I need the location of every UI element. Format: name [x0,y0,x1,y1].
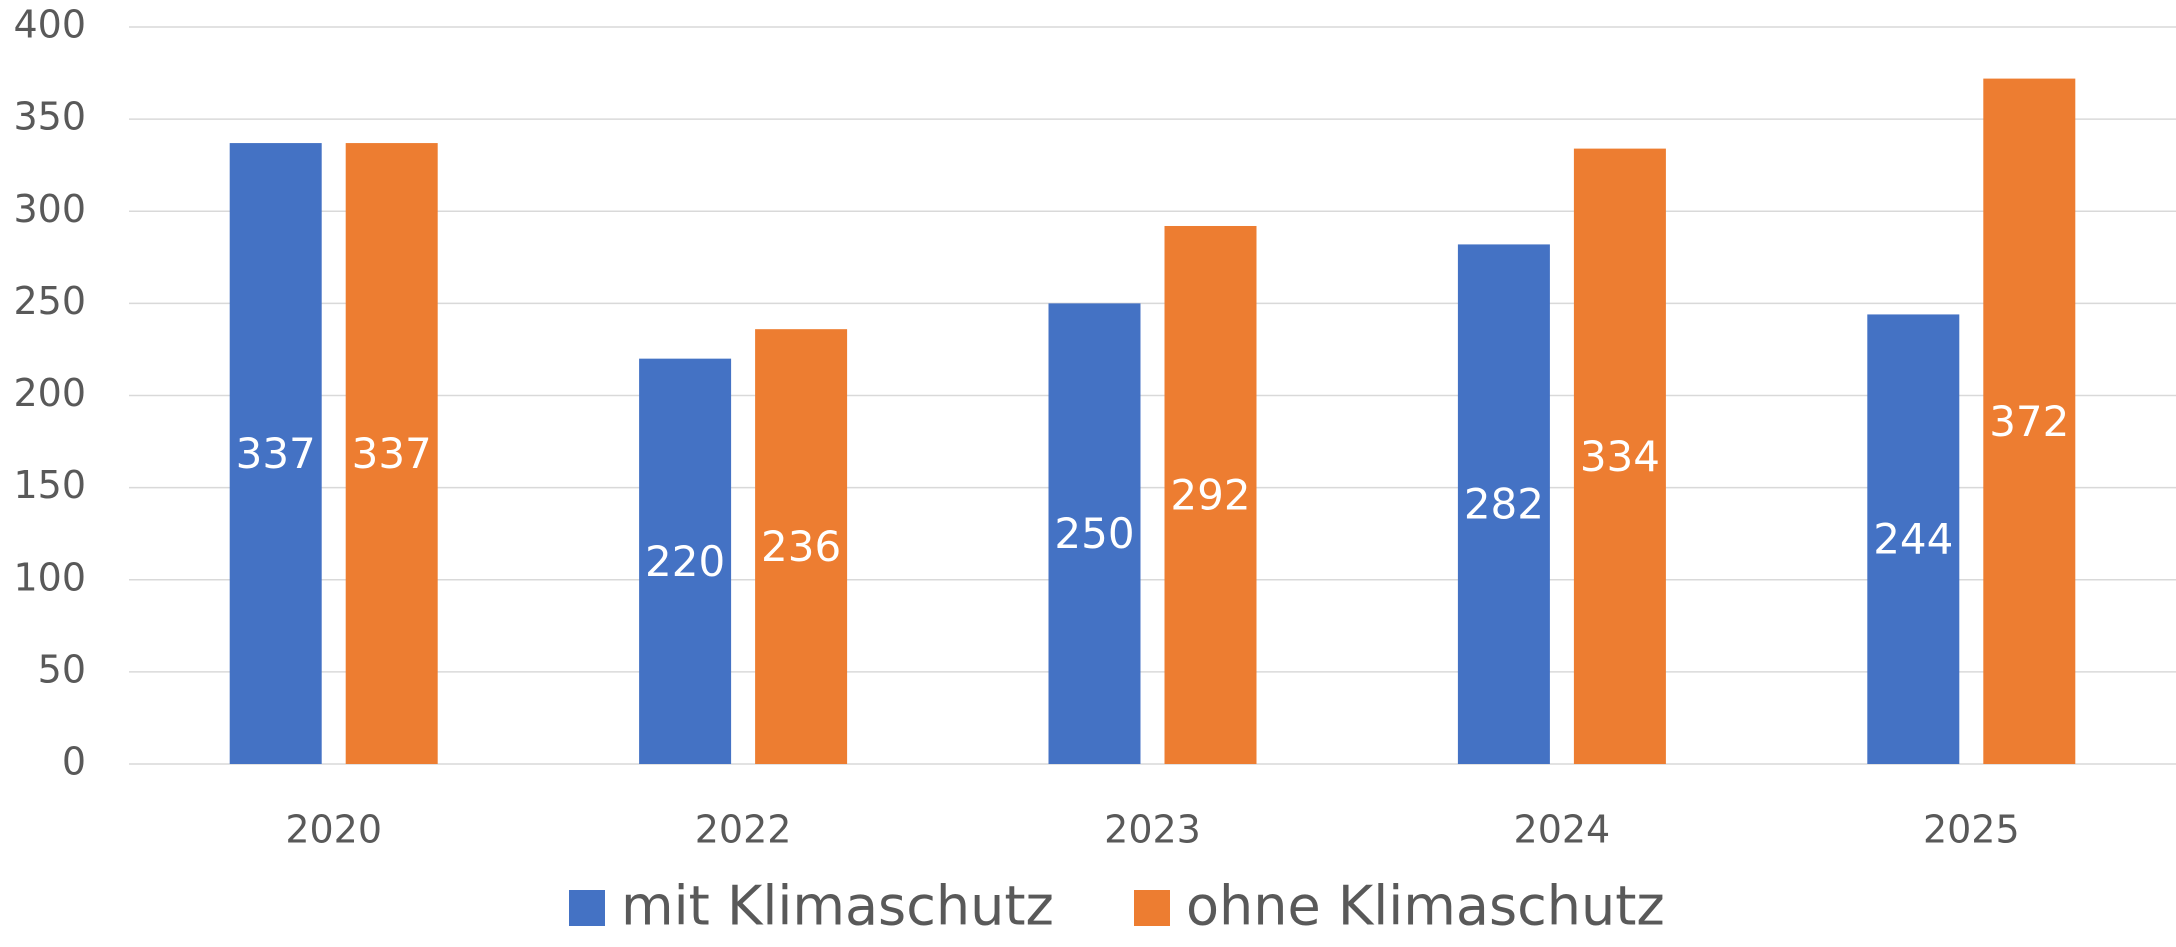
legend-label: mit Klimaschutz [621,875,1054,938]
y-tick-label: 150 [13,463,86,507]
data-label: 337 [236,429,316,478]
data-label: 282 [1464,480,1544,529]
bar [345,143,438,764]
x-tick-label: 2023 [1104,808,1201,852]
y-tick-label: 400 [13,3,86,47]
x-tick-label: 2022 [695,808,792,852]
y-tick-label: 300 [13,187,86,231]
bar [1457,244,1550,765]
data-label: 244 [1873,515,1953,564]
legend-label: ohne Klimaschutz [1186,875,1665,938]
y-tick-label: 50 [38,647,86,691]
y-tick-label: 100 [13,555,86,599]
x-tick-label: 2024 [1514,808,1611,852]
data-label: 236 [761,522,841,571]
bar [1983,78,2076,765]
y-tick-label: 200 [13,371,86,415]
bar [1164,225,1257,765]
legend-swatch [1134,890,1170,926]
data-label: 372 [1989,397,2069,446]
data-label: 250 [1054,509,1134,558]
bar [1048,303,1141,764]
bar [1867,314,1960,764]
y-tick-label: 250 [13,279,86,323]
x-tick-label: 2020 [285,808,382,852]
bar [1573,148,1666,765]
bar [639,358,732,764]
y-tick-label: 350 [13,95,86,139]
data-label: 220 [645,537,725,586]
bar [755,329,848,764]
bar [229,143,322,764]
data-label: 334 [1580,432,1660,481]
data-label: 337 [352,429,432,478]
x-tick-label: 2025 [1923,808,2020,852]
legend-swatch [569,890,605,926]
data-label: 292 [1170,470,1250,519]
y-tick-label: 0 [62,740,86,784]
